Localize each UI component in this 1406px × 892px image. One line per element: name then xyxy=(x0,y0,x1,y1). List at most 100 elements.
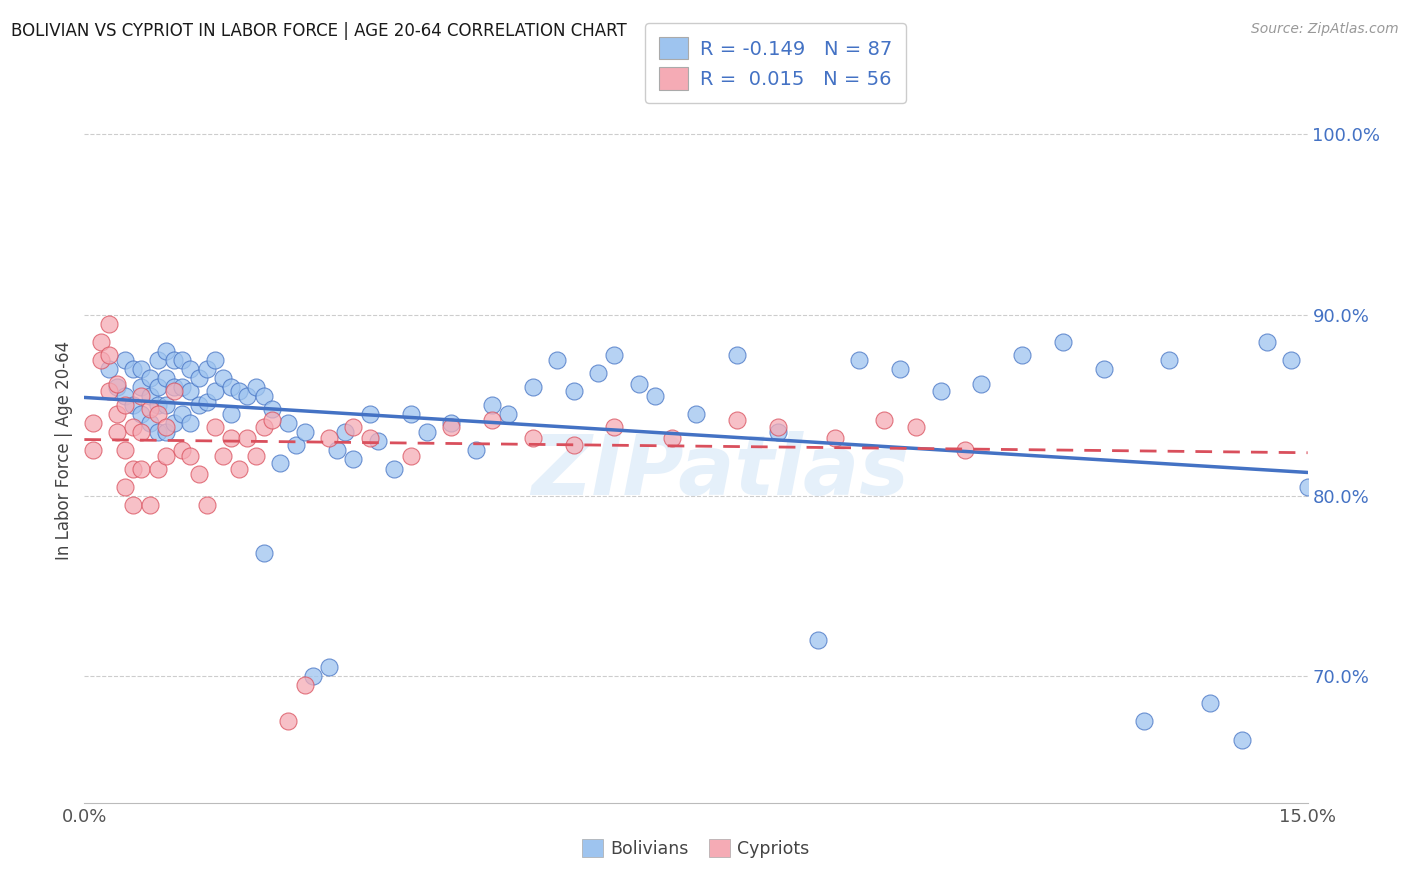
Point xyxy=(1198,697,1220,711)
Point xyxy=(970,376,993,391)
Point xyxy=(260,401,283,416)
Point xyxy=(522,431,544,445)
Point xyxy=(236,389,259,403)
Point xyxy=(138,417,160,431)
Point xyxy=(138,498,160,512)
Point xyxy=(114,353,136,368)
Point xyxy=(155,371,177,385)
Point xyxy=(155,398,177,412)
Point xyxy=(399,407,422,421)
Point xyxy=(824,431,846,445)
Point xyxy=(766,425,789,440)
Point xyxy=(685,407,707,421)
Point xyxy=(146,407,169,421)
Point xyxy=(766,420,789,434)
Point xyxy=(359,431,381,445)
Point xyxy=(953,443,976,458)
Point xyxy=(889,362,911,376)
Point xyxy=(661,431,683,445)
Point xyxy=(905,420,928,434)
Point xyxy=(97,362,120,376)
Legend: Bolivians, Cypriots: Bolivians, Cypriots xyxy=(575,832,817,864)
Point xyxy=(97,384,120,398)
Point xyxy=(212,371,235,385)
Point xyxy=(481,398,503,412)
Point xyxy=(1011,348,1033,362)
Point xyxy=(464,443,486,458)
Point xyxy=(253,420,276,434)
Point xyxy=(114,443,136,458)
Point xyxy=(131,407,153,421)
Point xyxy=(82,417,104,431)
Point xyxy=(105,376,128,391)
Point xyxy=(627,376,650,391)
Point xyxy=(301,669,323,683)
Point xyxy=(146,461,169,475)
Point xyxy=(285,438,308,452)
Point xyxy=(122,398,145,412)
Point xyxy=(872,413,894,427)
Point xyxy=(163,380,186,394)
Point xyxy=(195,394,218,409)
Point xyxy=(1133,714,1156,729)
Point xyxy=(586,366,609,380)
Point xyxy=(105,380,128,394)
Point xyxy=(603,348,626,362)
Point xyxy=(245,380,267,394)
Point xyxy=(335,425,357,440)
Point xyxy=(82,443,104,458)
Point xyxy=(195,498,218,512)
Point xyxy=(367,434,389,449)
Point xyxy=(204,384,226,398)
Point xyxy=(114,480,136,494)
Point xyxy=(163,417,186,431)
Point xyxy=(172,353,194,368)
Point xyxy=(187,398,209,412)
Point xyxy=(146,353,169,368)
Point xyxy=(440,417,463,431)
Point xyxy=(725,413,748,427)
Point xyxy=(440,420,463,434)
Point xyxy=(122,362,145,376)
Point xyxy=(146,425,169,440)
Point xyxy=(1296,480,1319,494)
Point xyxy=(416,425,439,440)
Point xyxy=(1279,353,1302,368)
Point xyxy=(138,389,160,403)
Point xyxy=(131,389,153,403)
Point xyxy=(481,413,503,427)
Point xyxy=(929,384,952,398)
Point xyxy=(114,389,136,403)
Point xyxy=(359,407,381,421)
Point xyxy=(204,420,226,434)
Point xyxy=(807,633,830,648)
Point xyxy=(114,398,136,412)
Point xyxy=(562,438,585,452)
Point xyxy=(1052,334,1074,349)
Point xyxy=(155,425,177,440)
Point xyxy=(1157,353,1180,368)
Point xyxy=(848,353,870,368)
Text: ZIPatlas: ZIPatlas xyxy=(531,431,910,512)
Point xyxy=(562,384,585,398)
Point xyxy=(138,401,160,416)
Point xyxy=(146,398,169,412)
Point xyxy=(219,380,242,394)
Point xyxy=(179,384,201,398)
Point xyxy=(522,380,544,394)
Point xyxy=(172,380,194,394)
Point xyxy=(1232,732,1254,747)
Point xyxy=(546,353,568,368)
Point xyxy=(122,420,145,434)
Point xyxy=(498,407,520,421)
Point xyxy=(146,380,169,394)
Point xyxy=(155,449,177,463)
Point xyxy=(342,452,364,467)
Text: BOLIVIAN VS CYPRIOT IN LABOR FORCE | AGE 20-64 CORRELATION CHART: BOLIVIAN VS CYPRIOT IN LABOR FORCE | AGE… xyxy=(11,22,627,40)
Point xyxy=(228,384,250,398)
Point xyxy=(399,449,422,463)
Point xyxy=(382,461,405,475)
Point xyxy=(725,348,748,362)
Point xyxy=(326,443,349,458)
Point xyxy=(105,407,128,421)
